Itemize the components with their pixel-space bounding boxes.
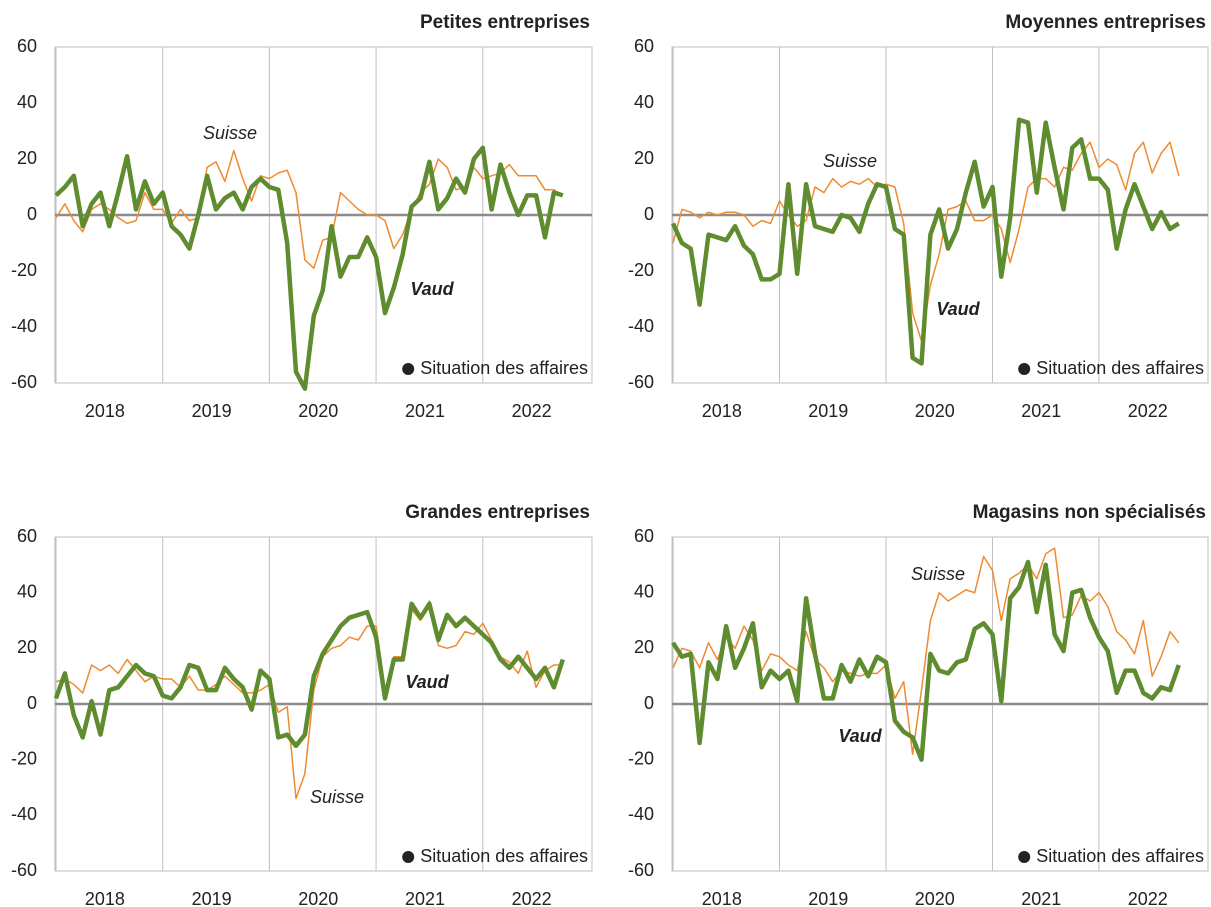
x-tick-label: 2019: [192, 889, 232, 907]
y-tick-label: -40: [628, 804, 654, 824]
x-tick-label: 2019: [808, 889, 848, 907]
y-tick-label: 40: [634, 581, 654, 601]
legend-dot: [1018, 851, 1031, 863]
series-label: Suisse: [911, 564, 965, 584]
y-tick-label: 20: [634, 637, 654, 657]
y-tick-label: 0: [27, 693, 37, 713]
x-tick-label: 2021: [405, 401, 445, 421]
y-tick-label: 0: [644, 693, 654, 713]
x-tick-label: 2020: [915, 401, 955, 421]
x-tick-label: 2018: [85, 889, 125, 907]
y-tick-label: 0: [644, 204, 654, 224]
legend-dot: [402, 851, 415, 863]
series-line: [671, 559, 1181, 762]
y-tick-label: 60: [17, 36, 37, 56]
legend-note: Situation des affaires: [1036, 358, 1204, 378]
x-tick-label: 2020: [298, 401, 338, 421]
series-label: Suisse: [203, 123, 257, 143]
y-tick-label: -40: [11, 316, 37, 336]
series-label: Vaud: [838, 726, 882, 746]
x-tick-label: 2022: [1128, 889, 1168, 907]
legend-dot: [1018, 363, 1031, 375]
y-tick-label: -20: [11, 748, 37, 768]
legend-dot: [402, 363, 415, 375]
series-label: Suisse: [310, 787, 364, 807]
series-label: Suisse: [823, 151, 877, 171]
y-tick-label: -20: [628, 260, 654, 280]
y-tick-label: 0: [27, 204, 37, 224]
series-line: [55, 149, 564, 269]
series-label: Vaud: [410, 279, 454, 299]
series-label: Vaud: [405, 672, 449, 692]
y-tick-label: -60: [628, 860, 654, 880]
y-tick-label: 40: [634, 92, 654, 112]
x-tick-label: 2020: [915, 889, 955, 907]
legend-note: Situation des affaires: [1036, 846, 1204, 866]
y-tick-label: -60: [628, 372, 654, 392]
y-tick-label: 20: [17, 637, 37, 657]
chart-title: Petites entreprises: [420, 12, 590, 33]
y-tick-label: -20: [11, 260, 37, 280]
y-tick-label: 20: [17, 148, 37, 168]
y-tick-label: 60: [634, 526, 654, 546]
chart-title: Magasins non spécialisés: [973, 502, 1206, 523]
chart-title: Grandes entreprises: [405, 502, 590, 523]
series-label: Vaud: [936, 299, 980, 319]
x-tick-label: 2021: [405, 889, 445, 907]
series-line: [53, 601, 565, 749]
x-tick-label: 2018: [702, 889, 742, 907]
y-tick-label: -40: [628, 316, 654, 336]
series-line: [670, 117, 1181, 366]
y-tick-label: 20: [634, 148, 654, 168]
y-tick-label: 60: [17, 526, 37, 546]
legend-note: Situation des affaires: [420, 846, 588, 866]
x-tick-label: 2019: [192, 401, 232, 421]
x-tick-label: 2022: [1128, 401, 1168, 421]
y-tick-label: 40: [17, 581, 37, 601]
y-tick-label: 60: [634, 36, 654, 56]
series-line: [54, 145, 564, 391]
y-tick-label: -40: [11, 804, 37, 824]
y-tick-label: -60: [11, 860, 37, 880]
x-tick-label: 2018: [85, 401, 125, 421]
y-tick-label: -20: [628, 748, 654, 768]
y-tick-label: -60: [11, 372, 37, 392]
x-tick-label: 2018: [702, 401, 742, 421]
x-tick-label: 2020: [298, 889, 338, 907]
x-tick-label: 2022: [512, 889, 552, 907]
y-tick-label: 40: [17, 92, 37, 112]
x-tick-label: 2021: [1021, 889, 1061, 907]
x-tick-label: 2022: [512, 401, 552, 421]
legend-note: Situation des affaires: [420, 358, 588, 378]
x-tick-label: 2019: [808, 401, 848, 421]
chart-title: Moyennes entreprises: [1005, 12, 1206, 33]
x-tick-label: 2021: [1021, 401, 1061, 421]
